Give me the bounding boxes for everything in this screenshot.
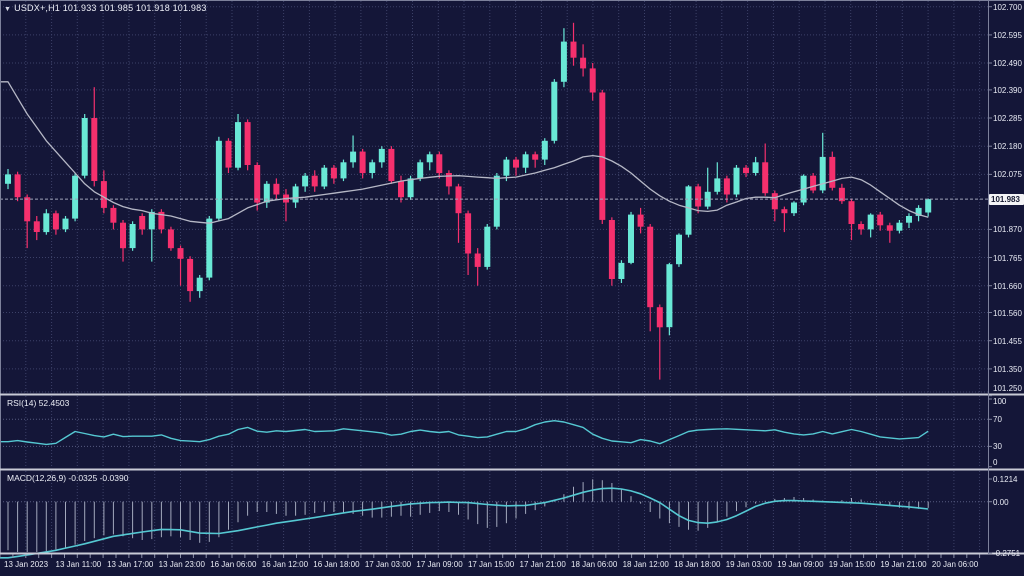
time-axis-label: 19 Jan 03:00 [725, 560, 772, 569]
price-axis-label: 102.595 [993, 30, 1022, 40]
time-axis-label: 19 Jan 15:00 [828, 560, 876, 569]
macd-axis-label: -0.2751 [993, 549, 1021, 559]
price-axis-label: 101.870 [993, 225, 1022, 235]
price-axis-label: 101.660 [993, 281, 1022, 291]
rsi-indicator-label: RSI(14) 52.4503 [7, 398, 70, 408]
price-axis-label: 101.350 [993, 364, 1022, 374]
rsi-axis-label: 100 [993, 397, 1007, 406]
macd-axis-label: 0.1214 [993, 474, 1018, 484]
chart-title: ▼ USDX+,H1 101.933 101.985 101.918 101.98… [4, 3, 207, 13]
price-axis-label: 101.765 [993, 253, 1022, 263]
time-axis-label: 16 Jan 06:00 [210, 560, 257, 569]
price-axis-label: 102.285 [993, 114, 1022, 124]
time-axis-label: 20 Jan 06:00 [931, 560, 979, 569]
time-axis-label: 17 Jan 15:00 [467, 560, 515, 569]
time-axis-label: 19 Jan 21:00 [880, 560, 927, 569]
time-axis-label: 18 Jan 12:00 [622, 560, 669, 569]
time-axis-label: 13 Jan 2023 [4, 560, 49, 569]
price-axis-label: 102.490 [993, 59, 1022, 69]
rsi-axis-label: 70 [993, 415, 1002, 425]
rsi-axis-label: 0 [993, 458, 998, 467]
time-axis-label: 17 Jan 03:00 [364, 560, 412, 569]
price-axis-label: 101.250 [993, 384, 1022, 393]
time-axis-label: 13 Jan 17:00 [107, 560, 154, 569]
price-axis-label: 102.390 [993, 85, 1022, 95]
price-axis-label: 102.180 [993, 142, 1022, 152]
time-axis-label: 18 Jan 18:00 [674, 560, 721, 569]
time-axis-label: 17 Jan 21:00 [519, 560, 566, 569]
time-axis-label: 19 Jan 09:00 [777, 560, 824, 569]
current-price-badge: 101.983 [989, 193, 1024, 205]
price-axis-label: 102.075 [993, 170, 1022, 180]
time-axis-label: 13 Jan 23:00 [158, 560, 205, 569]
chevron-down-icon: ▼ [4, 6, 12, 13]
time-axis-label: 18 Jan 06:00 [571, 560, 618, 569]
rsi-axis-label: 30 [993, 442, 1002, 452]
macd-axis-label: 0.00 [993, 497, 1009, 507]
time-axis-label: 16 Jan 18:00 [313, 560, 360, 569]
time-axis-label: 13 Jan 11:00 [55, 560, 102, 569]
price-axis-label: 102.700 [993, 2, 1022, 12]
time-axis-label: 16 Jan 12:00 [261, 560, 309, 569]
symbol-ohlc-text: USDX+,H1 101.933 101.985 101.918 101.983 [14, 3, 207, 13]
price-axis-label: 101.560 [993, 308, 1022, 318]
macd-indicator-label: MACD(12,26,9) -0.0325 -0.0390 [7, 473, 129, 483]
time-axis-label: 17 Jan 09:00 [416, 560, 463, 569]
price-axis-label: 101.455 [993, 336, 1022, 346]
